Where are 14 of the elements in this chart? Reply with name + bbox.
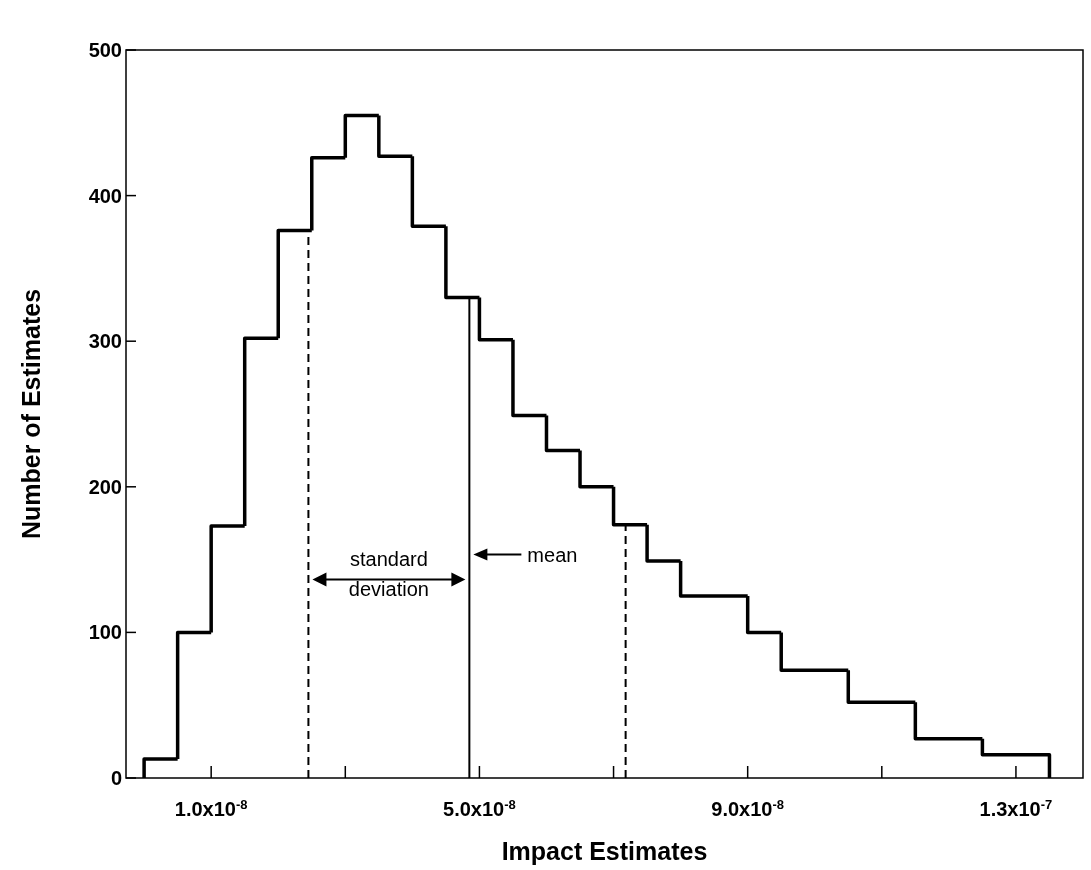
annotation: standard deviation xyxy=(348,547,429,600)
ref-line-label: mean xyxy=(527,543,578,566)
x-axis-title: Impact Estimates xyxy=(501,837,708,865)
y-tick-label: 400 xyxy=(88,184,122,207)
x-tick-label: 9.0x10$^{-8}$ xyxy=(711,796,785,820)
y-tick-label: 100 xyxy=(88,621,122,644)
x-tick-label: 1.0x10$^{-8}$ xyxy=(174,796,248,820)
y-tick-label: 0 xyxy=(110,767,122,789)
y-tick-label: 300 xyxy=(88,330,122,353)
y-tick-label: 500 xyxy=(88,39,122,61)
x-tick-label: 5.0x10$^{-8}$ xyxy=(443,796,516,820)
x-tick-label: 1.3x10$^{-7}$ xyxy=(979,796,1053,820)
y-axis-title: Number of Estimates xyxy=(17,288,45,540)
y-tick-label: 200 xyxy=(88,475,122,498)
